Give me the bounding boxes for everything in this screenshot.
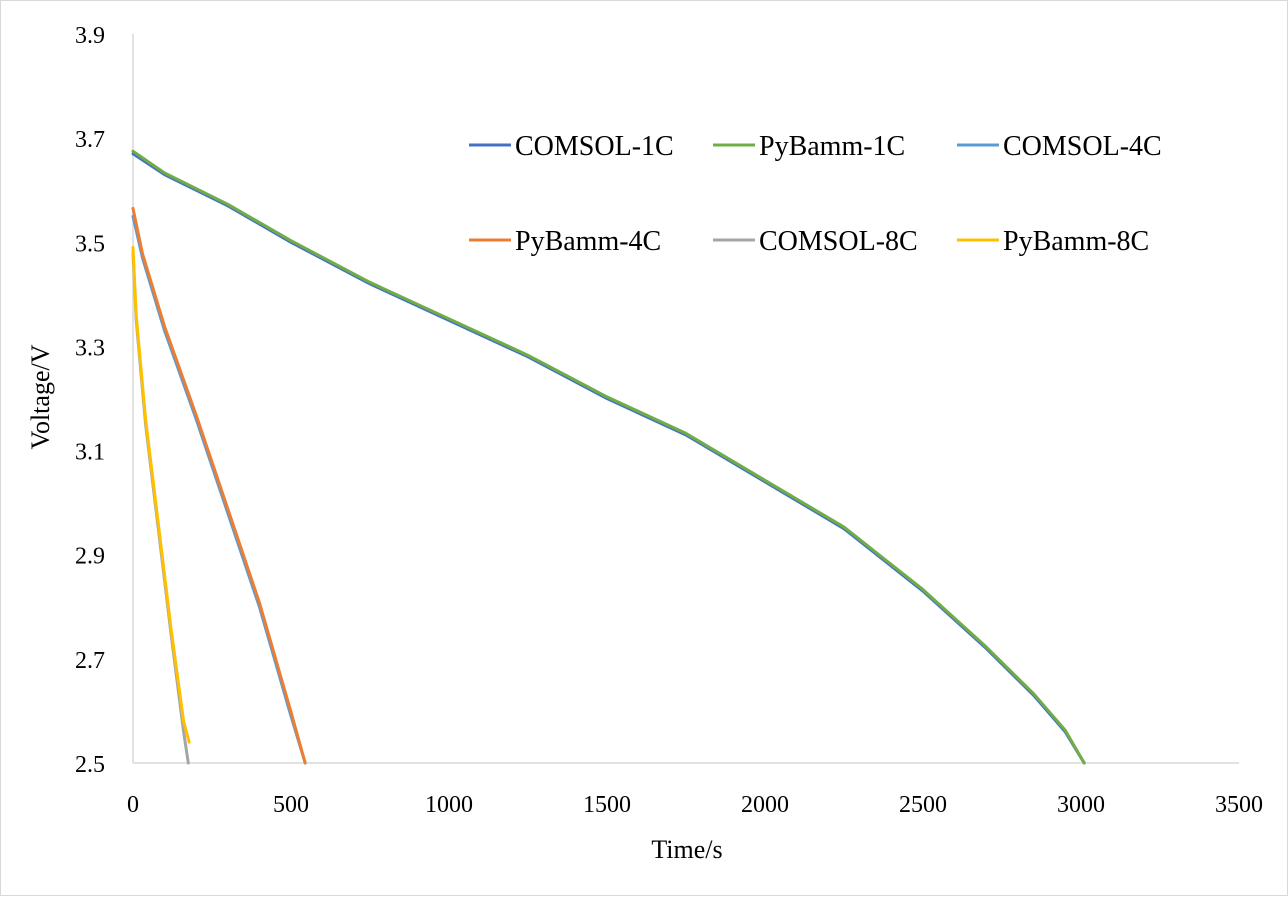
legend-item-comsol-4c: COMSOL-4C	[957, 131, 1162, 162]
y-tick-label: 3.7	[75, 127, 105, 153]
legend-item-pybamm-4c: PyBamm-4C	[469, 226, 661, 257]
series-layer	[131, 149, 1086, 765]
x-tick-label: 2000	[741, 792, 789, 818]
legend-label: COMSOL-8C	[759, 226, 918, 257]
legend-label: COMSOL-1C	[515, 131, 674, 162]
series-line-pybamm-8c	[131, 246, 191, 744]
y-tick-label: 3.9	[75, 23, 105, 49]
y-tick-label: 3.1	[75, 440, 105, 466]
x-tick-label: 3500	[1215, 792, 1263, 818]
x-axis-title: Time/s	[651, 835, 722, 864]
legend-label: PyBamm-1C	[759, 131, 905, 162]
x-tick-label: 0	[127, 792, 139, 818]
series-line-pybamm-1c	[131, 149, 1086, 765]
y-tick-label: 2.7	[75, 648, 105, 674]
y-tick-label: 3.5	[75, 231, 105, 257]
legend-label: PyBamm-8C	[1003, 226, 1149, 257]
x-tick-label: 2500	[899, 792, 947, 818]
x-tick-label: 500	[273, 792, 309, 818]
series-line-pybamm-4c	[131, 206, 307, 765]
y-tick-label: 2.5	[75, 752, 105, 778]
legend: COMSOL-1C PyBamm-1C COMSOL-4C PyBamm-4C COMS…	[469, 131, 1162, 257]
axes: 0 500 1000 1500 2000 2500 3000 3500 2.5 2.7 2.9 3.1…	[75, 23, 1263, 818]
legend-label: PyBamm-4C	[515, 226, 661, 257]
series-line-comsol-4c	[131, 214, 307, 765]
y-tick-label: 2.9	[75, 544, 105, 570]
x-tick-label: 3000	[1057, 792, 1105, 818]
legend-item-pybamm-8c: PyBamm-8C	[957, 226, 1149, 257]
x-tick-label: 1000	[425, 792, 473, 818]
x-tick-label: 1500	[583, 792, 631, 818]
legend-item-comsol-8c: COMSOL-8C	[713, 226, 918, 257]
legend-label: COMSOL-4C	[1003, 131, 1162, 162]
y-axis-title: Voltage/V	[26, 344, 55, 449]
legend-item-pybamm-1c: PyBamm-1C	[713, 131, 905, 162]
legend-item-comsol-1c: COMSOL-1C	[469, 131, 674, 162]
y-tick-label: 3.3	[75, 335, 105, 361]
